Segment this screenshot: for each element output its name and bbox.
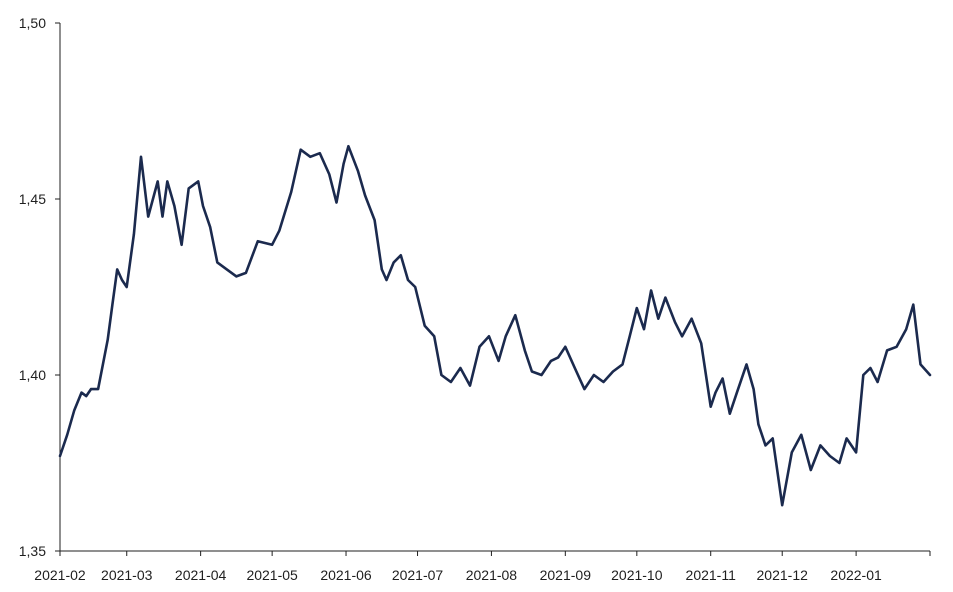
x-tick-label: 2021-07 [392, 567, 444, 583]
y-tick-label: 1,35 [19, 543, 46, 559]
x-tick-label: 2021-09 [540, 567, 592, 583]
x-tick-label: 2021-06 [320, 567, 372, 583]
x-tick-label: 2021-11 [686, 567, 737, 583]
x-tick-label: 2021-03 [101, 567, 153, 583]
x-tick-label: 2021-02 [34, 567, 86, 583]
series-line [58, 144, 932, 507]
x-tick-label: 2021-08 [466, 567, 518, 583]
x-tick-label: 2021-05 [246, 567, 298, 583]
series-layer [58, 144, 932, 507]
y-tick-label: 1,50 [19, 15, 46, 31]
x-tick-label: 2021-04 [175, 567, 227, 583]
x-axis: 2021-02 2021-03 2021-04 2021-05 2021-06 2021-… [34, 550, 931, 583]
x-tick-label: 2021-12 [757, 567, 809, 583]
x-tick-label: 2022-01 [830, 567, 882, 583]
y-tick-label: 1,40 [19, 367, 46, 383]
y-tick-label: 1,45 [19, 191, 46, 207]
y-axis: 1,35 1,40 1,45 1,50 [19, 15, 61, 559]
x-tick-label: 2021-10 [611, 567, 663, 583]
